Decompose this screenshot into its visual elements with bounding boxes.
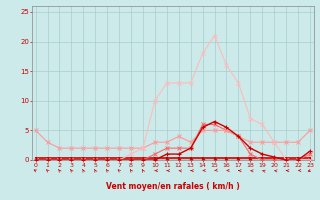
X-axis label: Vent moyen/en rafales ( km/h ): Vent moyen/en rafales ( km/h ) <box>106 182 240 191</box>
